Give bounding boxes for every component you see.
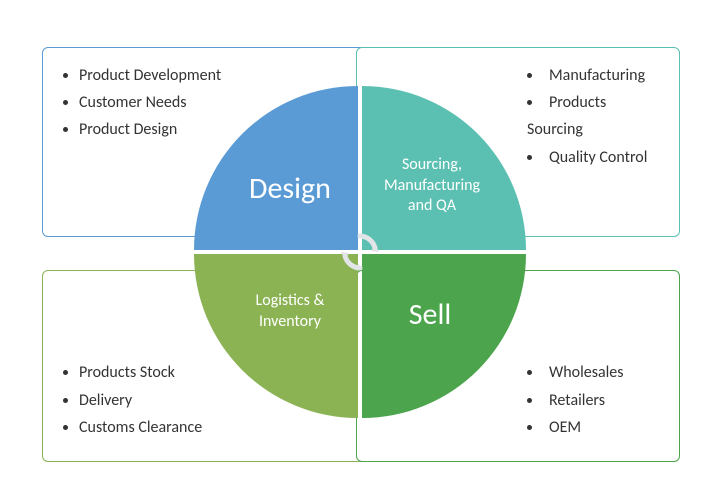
list-item: Manufacturing	[527, 62, 661, 89]
cycle-circle: Design Sourcing, Manufacturing and QA Lo…	[194, 86, 526, 418]
process-cycle-diagram: Product Development Customer Needs Produ…	[0, 0, 720, 504]
list-item: Retailers	[527, 387, 624, 414]
quadrant-sourcing: Sourcing, Manufacturing and QA	[362, 86, 526, 250]
quadrant-sell: Sell	[362, 254, 526, 418]
list-item: Products Sourcing	[527, 89, 661, 143]
list-item: OEM	[527, 414, 624, 441]
list-item: Customs Clearance	[79, 414, 202, 441]
list-item: Delivery	[79, 387, 202, 414]
list-item: Wholesales	[527, 359, 624, 386]
quadrant-design-label: Design	[239, 160, 341, 217]
panel-sell-list: Wholesales Retailers OEM	[527, 359, 624, 441]
panel-sourcing-list: Manufacturing Products Sourcing Quality …	[527, 62, 661, 171]
panel-logistics-list: Products Stock Delivery Customs Clearanc…	[79, 359, 202, 441]
quadrant-logistics-label: Logistics & Inventory	[246, 281, 335, 343]
quadrant-sourcing-label: Sourcing, Manufacturing and QA	[374, 145, 490, 227]
quadrant-design: Design	[194, 86, 358, 250]
list-item: Quality Control	[527, 144, 661, 171]
quadrant-logistics: Logistics & Inventory	[194, 254, 358, 418]
quadrant-sell-label: Sell	[399, 286, 461, 343]
list-item: Products Stock	[79, 359, 202, 386]
